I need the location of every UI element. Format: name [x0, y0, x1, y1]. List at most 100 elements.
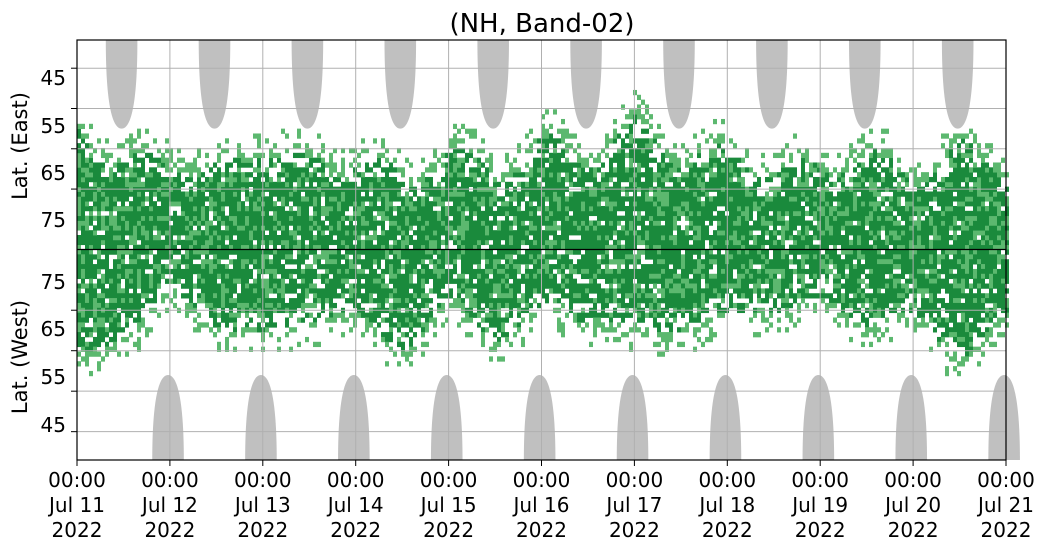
activity-cell: [217, 225, 221, 231]
activity-cell: [637, 327, 641, 333]
activity-cell: [609, 196, 613, 202]
activity-cell: [137, 336, 141, 343]
activity-cell: [469, 176, 473, 183]
activity-cell: [673, 239, 677, 246]
activity-cell: [505, 259, 509, 265]
activity-cell: [305, 196, 309, 202]
activity-cell: [541, 288, 545, 294]
activity-cell: [421, 230, 425, 236]
activity-cell: [633, 264, 637, 270]
activity-cell: [633, 230, 637, 236]
activity-cell: [629, 210, 633, 217]
activity-cell: [233, 176, 237, 183]
activity-cell: [441, 210, 445, 217]
activity-cell: [281, 278, 285, 284]
activity-cell: [385, 196, 389, 202]
activity-cell: [413, 332, 417, 338]
activity-cell: [153, 239, 157, 246]
activity-cell: [465, 244, 469, 250]
activity-cell: [445, 244, 449, 250]
activity-cell: [329, 283, 333, 289]
activity-cell: [705, 181, 709, 188]
activity-cell: [501, 264, 505, 270]
activity-cell: [421, 249, 425, 255]
activity-cell: [593, 268, 597, 275]
activity-cell: [509, 239, 513, 246]
activity-cell: [213, 191, 217, 197]
activity-cell: [697, 210, 701, 217]
activity-cell: [317, 176, 321, 183]
activity-cell: [485, 234, 489, 241]
activity-cell: [145, 283, 149, 289]
activity-cell: [393, 181, 397, 188]
activity-cell: [617, 234, 621, 241]
activity-cell: [297, 273, 301, 280]
activity-cell: [133, 167, 137, 173]
activity-cell: [193, 264, 197, 270]
activity-cell: [233, 298, 237, 304]
activity-cell: [541, 278, 545, 284]
activity-cell: [589, 196, 593, 202]
activity-cell: [693, 215, 697, 221]
activity-cell: [581, 327, 585, 333]
activity-cell: [701, 288, 705, 294]
activity-cell: [349, 234, 353, 241]
activity-cell: [649, 230, 653, 236]
activity-cell: [257, 167, 261, 173]
activity-cell: [433, 147, 437, 154]
activity-cell: [293, 244, 297, 250]
activity-cell: [433, 234, 437, 241]
activity-cell: [349, 239, 353, 246]
activity-cell: [225, 317, 229, 323]
activity-cell: [557, 317, 561, 323]
activity-cell: [561, 259, 565, 265]
activity-cell: [273, 298, 277, 304]
activity-cell: [405, 273, 409, 280]
activity-cell: [393, 264, 397, 270]
activity-cell: [477, 268, 481, 275]
activity-cell: [553, 283, 557, 289]
activity-cell: [657, 288, 661, 294]
activity-cell: [641, 114, 645, 120]
activity-cell: [133, 341, 137, 348]
activity-cell: [137, 298, 141, 304]
activity-cell: [277, 298, 281, 304]
activity-cell: [77, 298, 81, 304]
activity-cell: [313, 259, 317, 265]
activity-cell: [713, 172, 717, 178]
activity-cell: [77, 249, 81, 255]
activity-cell: [489, 196, 493, 202]
activity-cell: [617, 172, 621, 178]
activity-cell: [321, 162, 325, 168]
activity-cell: [413, 230, 417, 236]
activity-cell: [85, 215, 89, 221]
activity-cell: [449, 191, 453, 197]
activity-cell: [389, 346, 393, 352]
activity-cell: [305, 254, 309, 260]
activity-cell: [349, 298, 353, 304]
activity-cell: [681, 205, 685, 212]
activity-cell: [89, 239, 93, 246]
activity-cell: [505, 298, 509, 304]
activity-cell: [325, 244, 329, 250]
activity-cell: [233, 196, 237, 202]
activity-cell: [545, 283, 549, 289]
activity-cell: [501, 225, 505, 231]
activity-cell: [173, 225, 177, 231]
activity-cell: [561, 230, 565, 236]
activity-cell: [341, 225, 345, 231]
activity-cell: [409, 225, 413, 231]
activity-cell: [105, 278, 109, 284]
activity-cell: [93, 205, 97, 212]
activity-cell: [477, 167, 481, 173]
activity-cell: [601, 254, 605, 260]
activity-cell: [561, 234, 565, 241]
activity-cell: [401, 167, 405, 173]
activity-cell: [629, 278, 633, 284]
activity-cell: [437, 225, 441, 231]
activity-cell: [693, 312, 697, 318]
activity-cell: [433, 283, 437, 289]
activity-cell: [341, 288, 345, 294]
activity-cell: [657, 220, 661, 226]
